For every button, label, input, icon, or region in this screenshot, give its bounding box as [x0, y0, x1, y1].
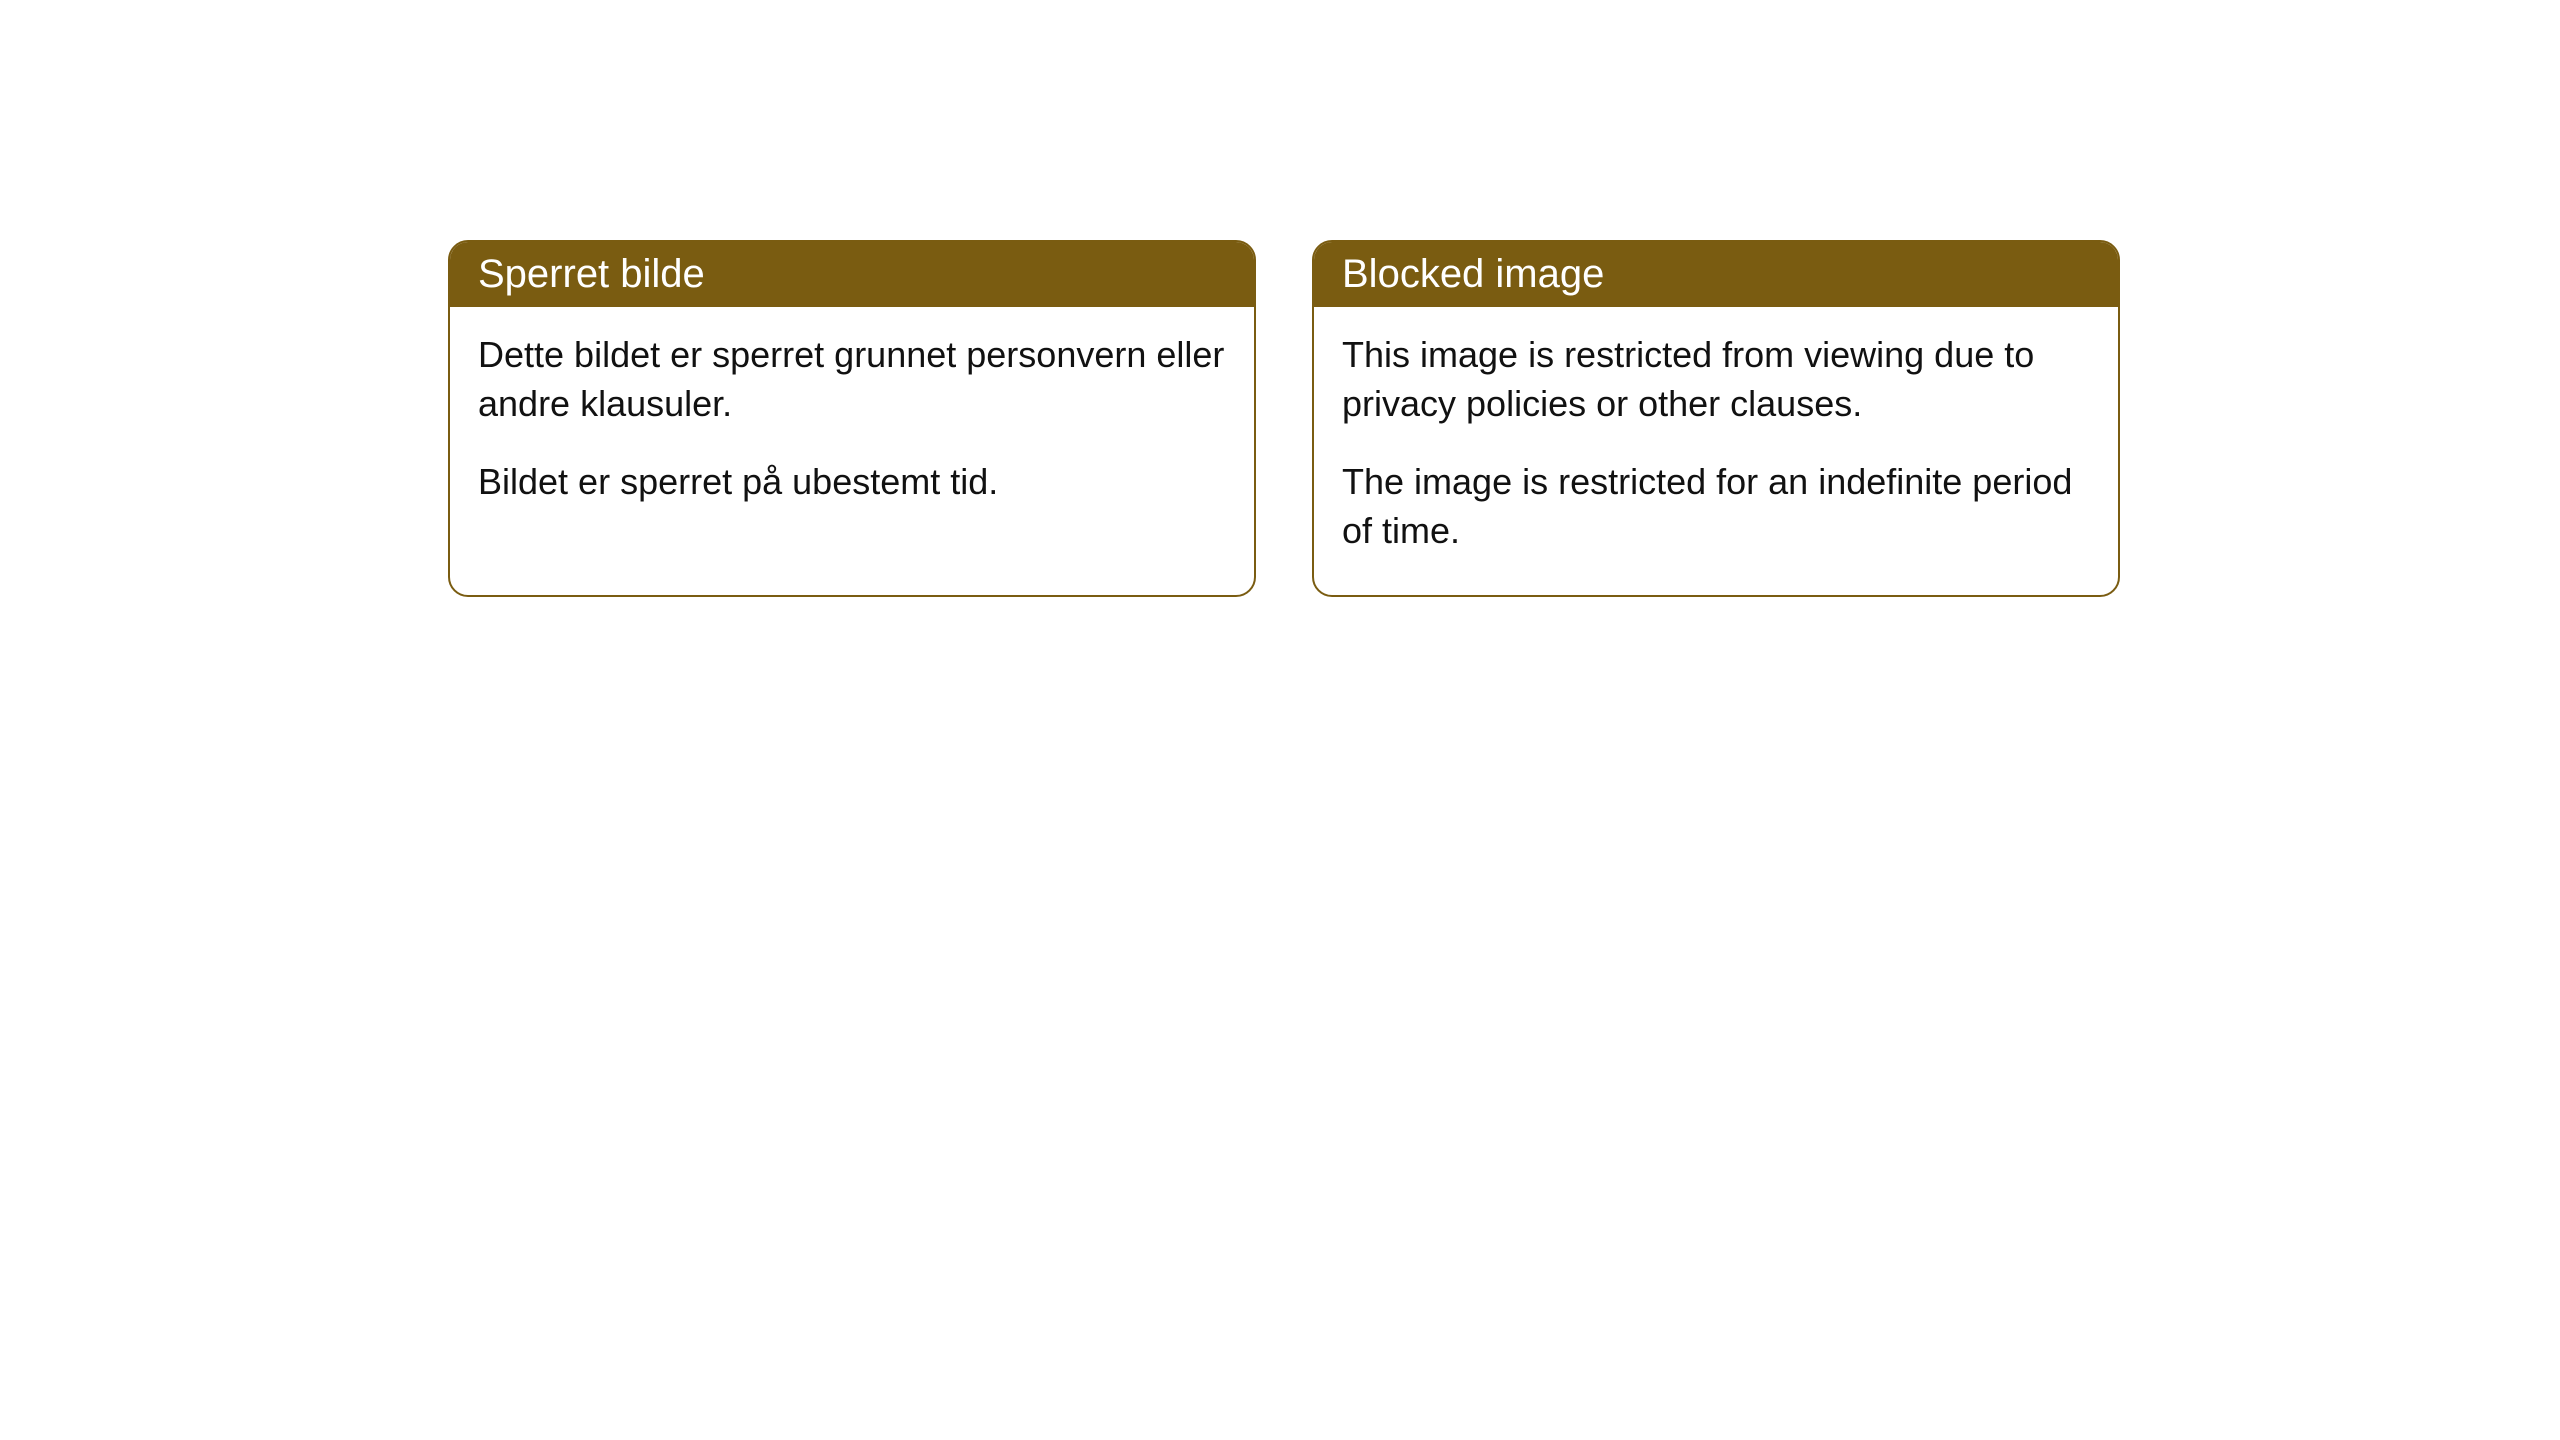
notice-card-english: Blocked image This image is restricted f… — [1312, 240, 2120, 597]
card-paragraph: Dette bildet er sperret grunnet personve… — [478, 331, 1226, 428]
card-body: This image is restricted from viewing du… — [1314, 307, 2118, 595]
card-title: Sperret bilde — [478, 252, 705, 296]
card-paragraph: Bildet er sperret på ubestemt tid. — [478, 458, 1226, 507]
card-header: Sperret bilde — [450, 242, 1254, 307]
card-paragraph: The image is restricted for an indefinit… — [1342, 458, 2090, 555]
card-paragraph: This image is restricted from viewing du… — [1342, 331, 2090, 428]
notice-card-norwegian: Sperret bilde Dette bildet er sperret gr… — [448, 240, 1256, 597]
card-body: Dette bildet er sperret grunnet personve… — [450, 307, 1254, 547]
card-title: Blocked image — [1342, 252, 1604, 296]
card-header: Blocked image — [1314, 242, 2118, 307]
notice-cards-container: Sperret bilde Dette bildet er sperret gr… — [448, 240, 2560, 597]
